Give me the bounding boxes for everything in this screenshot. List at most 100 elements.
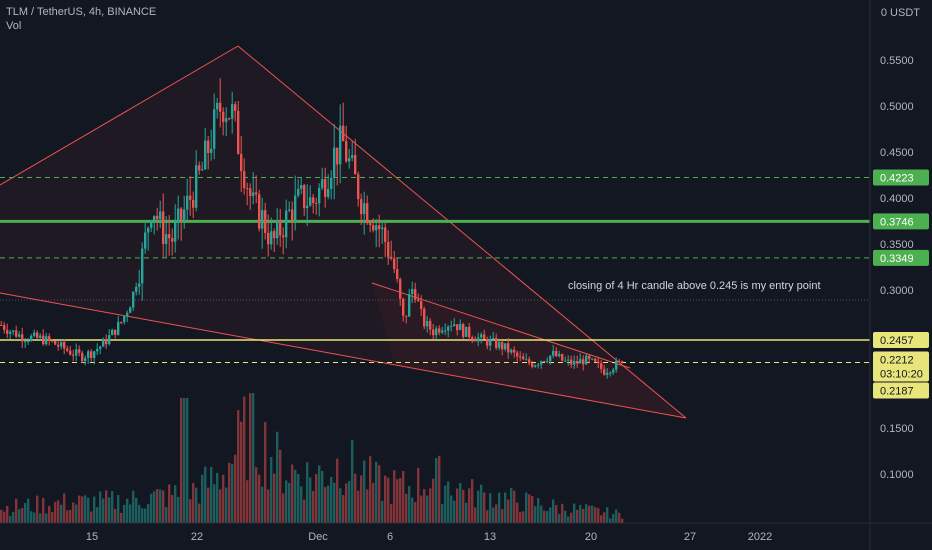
candle-body	[150, 221, 153, 228]
price-badge-label: 0.3349	[880, 253, 914, 265]
volume-bar	[96, 507, 99, 523]
price-tick: 0.4000	[880, 193, 914, 205]
candle-body	[519, 356, 522, 358]
volume-bar	[495, 504, 498, 523]
volume-bar	[330, 476, 333, 523]
price-axis[interactable]: 0.5500 0.5000 0.4500 0.4000 0.3500 0.3000 0.15…	[880, 55, 914, 481]
candle-body	[549, 355, 552, 362]
volume-bar	[132, 490, 135, 523]
candle-body	[573, 360, 576, 365]
volume-bar	[51, 512, 54, 523]
candle-body	[468, 326, 471, 338]
volume-bar	[72, 502, 75, 523]
candle-body	[354, 155, 357, 175]
triangle-upper-line	[237, 45, 687, 419]
candle-body	[132, 291, 135, 308]
time-tick: 15	[86, 531, 98, 543]
price-badge-label: 0.2187	[880, 385, 914, 397]
candle-body	[66, 348, 69, 351]
candle-body	[174, 222, 177, 242]
volume-bar	[258, 474, 261, 523]
volume-bar	[384, 475, 387, 523]
candle-body	[609, 372, 612, 374]
symbol-title[interactable]: TLM / TetherUS, 4h, BINANCE	[6, 6, 157, 18]
candle-body	[594, 358, 597, 362]
candle-body	[111, 329, 114, 336]
price-badge	[873, 382, 929, 399]
volume-bar	[243, 396, 246, 523]
candle-body	[306, 205, 309, 209]
volume-bar	[168, 484, 171, 523]
volume-label[interactable]: Vol	[6, 20, 22, 32]
volume-bar	[378, 465, 381, 523]
candle-body	[444, 330, 447, 332]
volume-bar	[207, 487, 210, 523]
volume-bar	[81, 496, 84, 523]
price-tick: 0.3000	[880, 285, 914, 297]
currency-label[interactable]: 0 USDT	[881, 7, 920, 19]
price-badge	[873, 249, 929, 266]
candle-body	[483, 334, 486, 339]
volume-bar	[465, 502, 468, 523]
candle-body	[375, 225, 378, 231]
candle-body	[138, 283, 141, 287]
candle-body	[231, 104, 234, 119]
candle-body	[366, 203, 369, 224]
volume-bar	[228, 462, 231, 523]
volume-bar	[507, 499, 510, 523]
candle-body	[579, 359, 582, 364]
candle-body	[3, 325, 6, 330]
volume-bar	[36, 495, 39, 523]
candle-body	[270, 231, 273, 245]
volume-bar	[615, 509, 618, 523]
volume-bar	[15, 498, 18, 523]
volume-bar	[513, 490, 516, 523]
candle-body	[201, 169, 204, 171]
volume-bar	[186, 398, 189, 523]
volume-bar	[276, 431, 279, 523]
volume-bar	[309, 477, 312, 523]
candle-body	[402, 298, 405, 316]
candle-body	[222, 111, 225, 122]
candle-body	[186, 195, 189, 210]
volume-bar	[219, 489, 222, 523]
candle-body	[144, 232, 147, 249]
candle-body	[147, 227, 150, 233]
candle-body	[162, 211, 165, 245]
volume-bar	[264, 422, 267, 523]
volume-bar	[120, 512, 123, 523]
candle-body	[12, 330, 15, 332]
volume-bar	[261, 486, 264, 523]
volume-bar	[360, 475, 363, 523]
candle-body	[249, 188, 252, 196]
volume-bar	[48, 505, 51, 523]
volume-bar	[549, 507, 552, 523]
candle-body	[357, 174, 360, 200]
volume-bar	[201, 474, 204, 523]
candle-body	[0, 324, 3, 326]
candle-body	[621, 361, 624, 363]
candle-body	[327, 188, 330, 197]
volume-bar	[246, 480, 249, 523]
volume-bar	[450, 495, 453, 523]
volume-bar	[156, 489, 159, 523]
candle-body	[171, 238, 174, 242]
volume-bar	[324, 487, 327, 523]
candle-body	[204, 140, 207, 170]
price-tick: 0.5500	[880, 55, 914, 67]
candle-body	[33, 332, 36, 336]
candle-body	[603, 369, 606, 375]
candle-body	[408, 294, 411, 317]
volume-bar	[555, 505, 558, 523]
volume-bar	[45, 513, 48, 523]
candle-body	[492, 338, 495, 340]
volume-bar	[432, 478, 435, 523]
candle-body	[135, 286, 138, 292]
candle-body	[441, 330, 444, 333]
candle-body	[501, 342, 504, 350]
volume-bar	[165, 507, 168, 523]
candle-body	[93, 351, 96, 358]
candle-body	[378, 225, 381, 230]
time-axis[interactable]: 15 22 Dec 6 13 20 27 2022	[86, 531, 772, 543]
